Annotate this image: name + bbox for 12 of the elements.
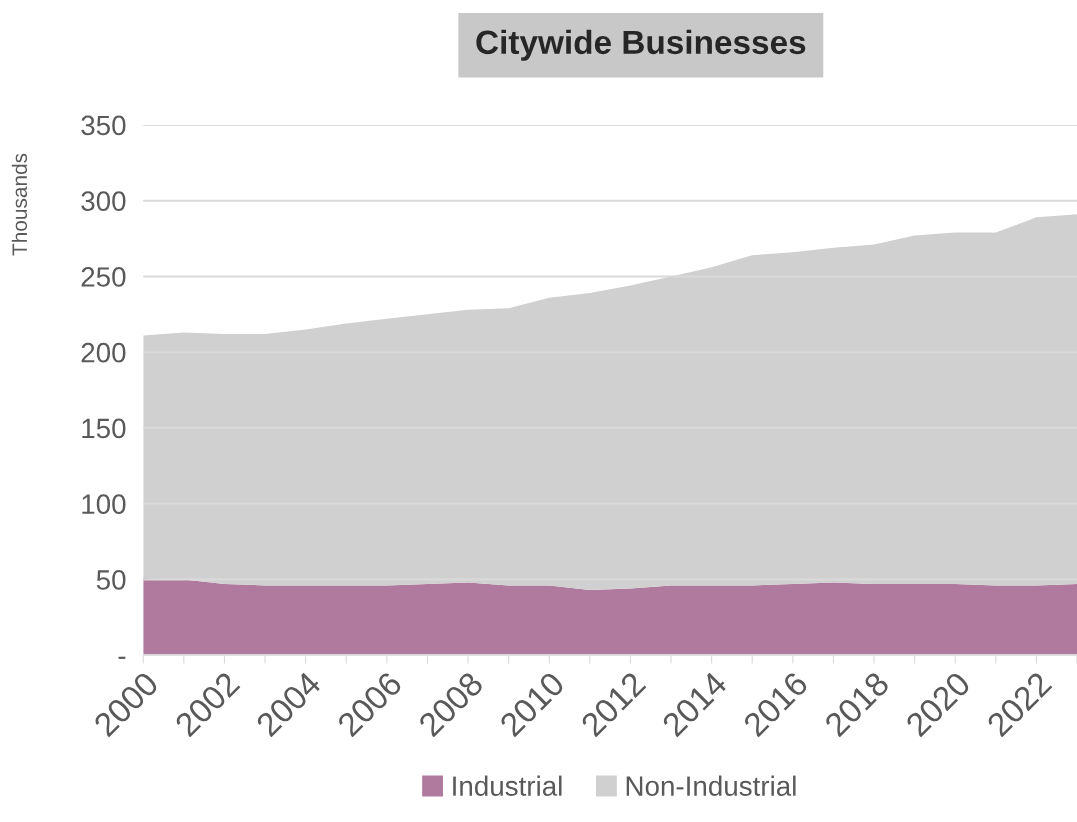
y-tick-label: 150	[82, 418, 126, 439]
y-axis-title: Thousands	[11, 153, 28, 256]
y-tick-label: 350	[81, 115, 126, 136]
y-tick-label: 250	[81, 267, 126, 287]
legend-label: Non-Industrial	[626, 775, 796, 796]
y-tick-label: 200	[81, 342, 126, 363]
y-tick-label: 100	[82, 494, 126, 514]
y-tick-label: 50	[96, 570, 126, 590]
y-tick-label: 300	[81, 191, 126, 212]
chart-title: Citywide Businesses	[476, 29, 806, 61]
legend-label: Industrial	[453, 775, 562, 796]
y-tick-label: -	[118, 656, 126, 659]
